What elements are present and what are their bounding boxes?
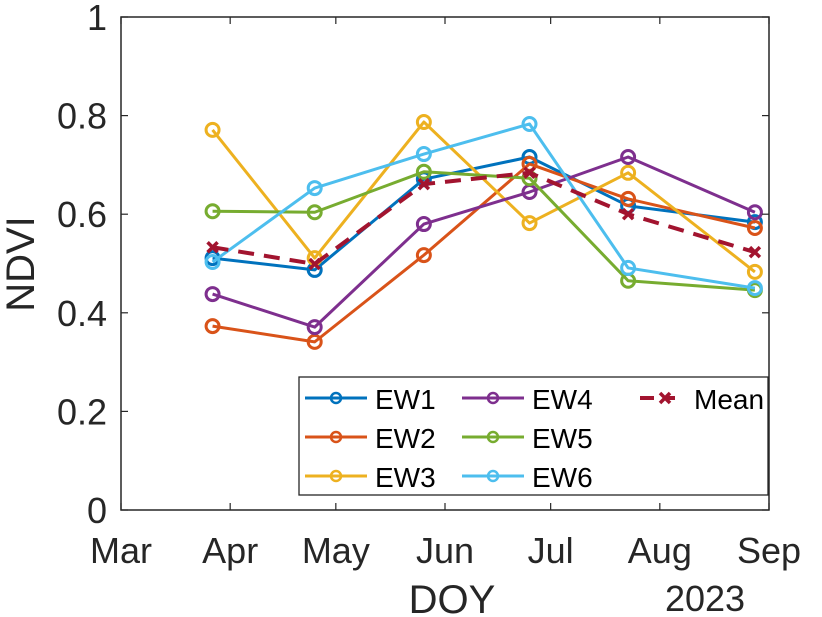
series-line-ew4 (212, 155, 756, 329)
x-marker-stroke (308, 257, 321, 271)
legend-item-mean: Mean (640, 384, 764, 415)
data-point-ew3 (521, 215, 538, 232)
legend-item-ew6: EW6 (462, 462, 593, 493)
data-point-ew3 (204, 121, 221, 138)
data-point-ew2 (415, 247, 432, 264)
x-tick-label: Jul (528, 530, 574, 571)
data-point-mean (748, 245, 762, 259)
x-marker-stroke (621, 207, 635, 221)
series-ew4 (204, 149, 763, 336)
series-ew6 (204, 115, 763, 297)
data-point-ew6 (620, 259, 637, 276)
legend-item-ew3: EW3 (305, 462, 436, 493)
data-point-mean (621, 207, 635, 221)
data-point-ew5 (204, 203, 221, 220)
x-tick-label: Apr (202, 530, 258, 571)
series-line-ew3 (211, 120, 756, 274)
x-tick-label: Sep (737, 530, 801, 571)
x-marker-stroke (748, 245, 762, 259)
legend-label: EW2 (375, 423, 436, 454)
y-tick-label: 0.6 (57, 194, 107, 235)
data-point-ew2 (620, 190, 637, 207)
data-point-ew4 (306, 319, 323, 336)
axes-layer: Mar Apr May Jun Jul Aug Sep 0 0.2 0.4 0.6 0.8 1 (57, 0, 801, 571)
y-tick-label: 0.8 (57, 96, 107, 137)
y-tick-label: 1 (87, 0, 107, 38)
data-point-ew6 (204, 254, 221, 271)
legend-label: EW6 (532, 462, 593, 493)
data-point-ew4 (415, 216, 432, 233)
data-point-ew6 (746, 280, 763, 297)
data-point-ew6 (521, 115, 538, 132)
data-point-ew5 (306, 204, 323, 221)
legend: EW1 EW2 EW3 EW4 EW5 EW6 Mean (298, 376, 769, 496)
series-line-ew6 (211, 122, 756, 290)
x-marker-stroke (206, 240, 219, 254)
x-marker-stroke (658, 391, 672, 405)
data-point-ew4 (620, 149, 637, 166)
data-point-mean (417, 177, 431, 191)
series-layer (204, 114, 763, 350)
x-axis-secondary-label: 2023 (665, 578, 745, 617)
data-point-ew4 (746, 204, 763, 221)
data-point-ew2 (746, 220, 763, 237)
y-tick-label: 0 (87, 490, 107, 531)
legend-label: Mean (694, 384, 764, 415)
y-axis-label: NDVI (0, 216, 43, 312)
legend-swatch-marker (486, 430, 500, 444)
y-tick-label: 0.2 (57, 391, 107, 432)
data-point-ew3 (746, 263, 763, 280)
x-marker-stroke (417, 177, 431, 191)
data-point-ew1 (746, 214, 763, 231)
x-tick-label: May (302, 530, 370, 571)
series-line-ew5 (212, 170, 756, 292)
data-point-mean (523, 166, 536, 180)
data-point-mean (308, 257, 321, 271)
legend-swatch-marker (486, 391, 500, 405)
legend-swatch-marker (329, 391, 343, 405)
data-point-ew2 (204, 318, 221, 335)
legend-box (298, 376, 769, 496)
legend-item-ew5: EW5 (462, 423, 593, 454)
legend-swatch-marker (486, 469, 500, 483)
data-point-ew3 (620, 164, 637, 181)
series-line-ew1 (212, 155, 756, 272)
data-point-ew2 (306, 333, 323, 350)
y-tick-label: 0.4 (57, 293, 107, 334)
x-tick-label: Mar (90, 530, 152, 571)
legend-item-ew4: EW4 (462, 384, 593, 415)
legend-item-ew2: EW2 (305, 423, 436, 454)
data-point-ew5 (415, 163, 432, 180)
x-tick-label: Jun (416, 530, 474, 571)
legend-label: EW1 (375, 384, 436, 415)
legend-label: EW5 (532, 423, 593, 454)
x-axis-label: DOY (409, 578, 496, 617)
legend-item-ew1: EW1 (305, 384, 436, 415)
legend-swatch-marker (329, 469, 343, 483)
legend-swatch-marker (329, 430, 343, 444)
data-point-mean (206, 240, 219, 254)
x-marker-stroke (523, 166, 536, 180)
x-tick-label: Aug (628, 530, 692, 571)
legend-label: EW4 (532, 384, 593, 415)
data-point-ew6 (415, 146, 432, 163)
legend-label: EW3 (375, 462, 436, 493)
data-point-ew3 (415, 114, 432, 131)
legend-swatch-marker (658, 391, 672, 405)
series-mean (206, 166, 762, 271)
series-line-mean (212, 170, 756, 266)
data-point-ew6 (306, 180, 323, 197)
data-point-ew4 (204, 286, 221, 303)
